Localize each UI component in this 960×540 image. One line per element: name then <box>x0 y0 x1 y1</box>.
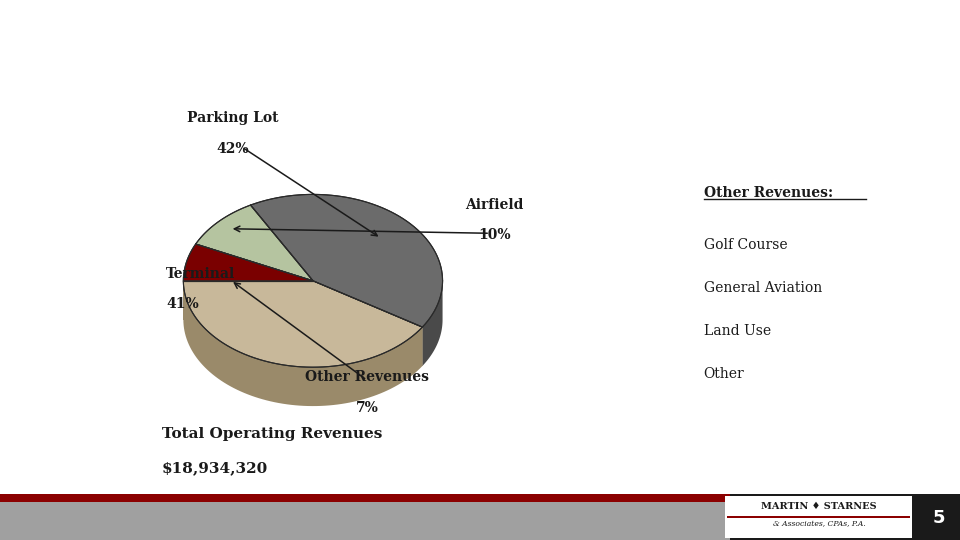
Polygon shape <box>251 194 443 327</box>
Polygon shape <box>183 281 313 320</box>
Text: Other Revenues: Other Revenues <box>305 370 429 384</box>
Text: $18,934,320: $18,934,320 <box>161 461 268 475</box>
Text: 41%: 41% <box>166 297 199 311</box>
Text: Parking Lot: Parking Lot <box>187 111 278 125</box>
Polygon shape <box>196 205 313 281</box>
Text: General Aviation: General Aviation <box>704 281 822 295</box>
Text: Other: Other <box>704 367 744 381</box>
Polygon shape <box>183 244 313 281</box>
Text: 42%: 42% <box>217 141 250 156</box>
Text: Land Use: Land Use <box>704 324 771 338</box>
Text: Terminal: Terminal <box>166 267 235 281</box>
Bar <box>725 496 912 538</box>
Text: Total Operating Revenues: Total Operating Revenues <box>161 427 382 441</box>
Text: MARTIN ♦ STARNES: MARTIN ♦ STARNES <box>761 502 876 511</box>
Polygon shape <box>183 281 313 320</box>
Polygon shape <box>422 281 443 366</box>
Text: Other Revenues:: Other Revenues: <box>704 186 833 200</box>
Bar <box>730 494 960 540</box>
Text: 10%: 10% <box>478 228 511 242</box>
Text: Airfield: Airfield <box>466 198 523 212</box>
Text: REVENUES: REVENUES <box>33 30 228 62</box>
Polygon shape <box>183 281 422 406</box>
Polygon shape <box>313 281 422 366</box>
Text: 5: 5 <box>932 509 946 527</box>
Text: & Associates, CPAs, P.A.: & Associates, CPAs, P.A. <box>773 520 865 528</box>
Bar <box>0 494 730 540</box>
Polygon shape <box>183 281 422 367</box>
Text: 7%: 7% <box>355 401 378 415</box>
Text: Golf Course: Golf Course <box>704 238 787 252</box>
Polygon shape <box>313 281 422 366</box>
Bar <box>0 494 730 502</box>
Bar <box>727 516 910 518</box>
